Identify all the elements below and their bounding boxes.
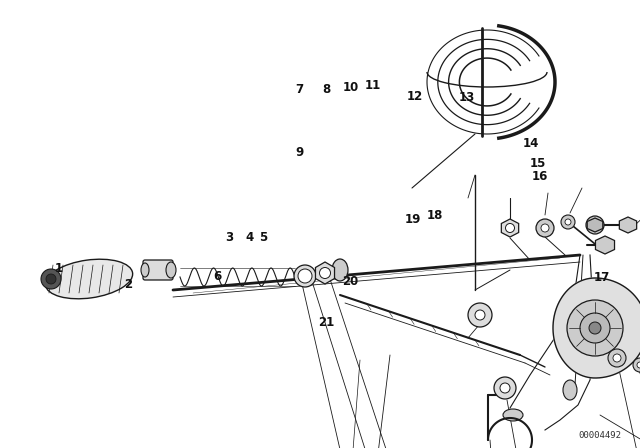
Ellipse shape — [166, 262, 176, 278]
Ellipse shape — [141, 263, 149, 277]
Text: 3: 3 — [225, 231, 233, 244]
Ellipse shape — [563, 380, 577, 400]
Circle shape — [589, 322, 601, 334]
Circle shape — [613, 354, 621, 362]
FancyBboxPatch shape — [143, 260, 173, 280]
Circle shape — [608, 349, 626, 367]
Polygon shape — [501, 219, 518, 237]
Circle shape — [41, 269, 61, 289]
Circle shape — [494, 377, 516, 399]
Circle shape — [46, 274, 56, 284]
Text: 15: 15 — [529, 157, 546, 170]
Text: 2: 2 — [124, 278, 132, 291]
Ellipse shape — [45, 259, 132, 299]
Circle shape — [586, 216, 604, 234]
Polygon shape — [620, 217, 637, 233]
Circle shape — [468, 303, 492, 327]
Text: 12: 12 — [406, 90, 423, 103]
Polygon shape — [595, 236, 614, 254]
Text: 7: 7 — [296, 83, 303, 96]
Text: 9: 9 — [296, 146, 303, 159]
Polygon shape — [316, 262, 335, 284]
Circle shape — [580, 313, 610, 343]
Polygon shape — [553, 278, 640, 378]
Text: 4: 4 — [246, 231, 253, 244]
Text: 11: 11 — [364, 78, 381, 92]
Text: 10: 10 — [342, 81, 359, 94]
Circle shape — [500, 383, 510, 393]
Circle shape — [298, 269, 312, 283]
Text: 19: 19 — [404, 213, 421, 226]
Circle shape — [536, 219, 554, 237]
Text: 00004492: 00004492 — [579, 431, 621, 439]
Text: 21: 21 — [318, 316, 335, 329]
Text: 13: 13 — [459, 91, 476, 104]
Text: 18: 18 — [427, 208, 444, 222]
Text: 1: 1 — [55, 262, 63, 276]
Circle shape — [567, 300, 623, 356]
Circle shape — [475, 310, 485, 320]
Circle shape — [633, 358, 640, 372]
Text: 6: 6 — [214, 270, 221, 284]
Circle shape — [565, 219, 571, 225]
Ellipse shape — [332, 259, 348, 281]
Circle shape — [319, 267, 330, 279]
Circle shape — [637, 362, 640, 368]
Circle shape — [541, 224, 549, 232]
Ellipse shape — [294, 265, 316, 287]
Polygon shape — [588, 218, 603, 232]
Text: 5: 5 — [260, 231, 268, 244]
Circle shape — [561, 215, 575, 229]
Text: 17: 17 — [593, 271, 610, 284]
Text: 14: 14 — [523, 137, 540, 150]
Circle shape — [506, 224, 515, 233]
Ellipse shape — [503, 409, 523, 421]
Text: 8: 8 — [323, 83, 330, 96]
Text: 16: 16 — [531, 170, 548, 184]
Text: 20: 20 — [342, 275, 359, 288]
